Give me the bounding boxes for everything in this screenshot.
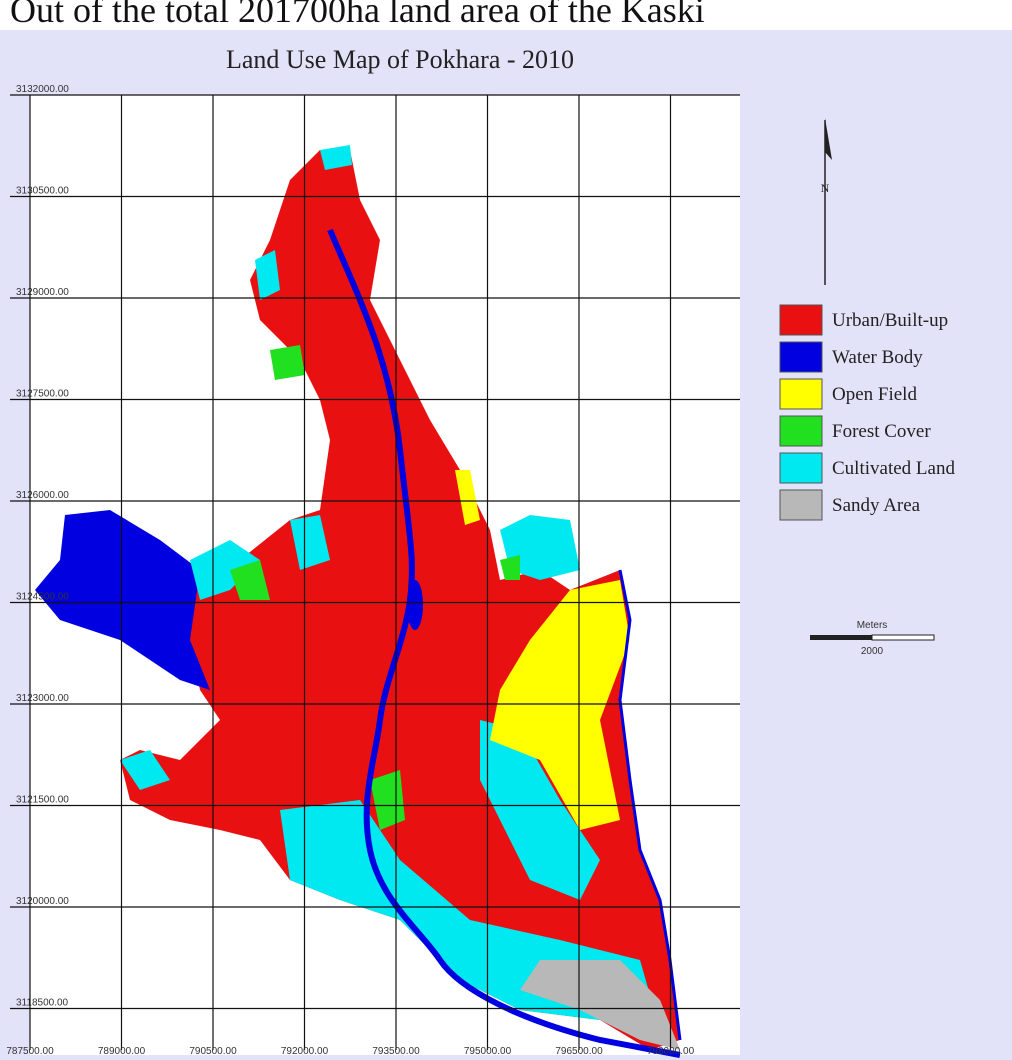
x-coordinate-label: 798000.00 [647, 1046, 695, 1057]
legend-swatch [779, 415, 823, 447]
legend-label: Water Body [832, 347, 923, 368]
legend-swatch [779, 304, 823, 336]
graticule: 3132000.00 3130500.00 3129000.00 3127500.00… [6, 84, 740, 1057]
legend-swatch [779, 489, 823, 521]
legend-label: Urban/Built-up [832, 310, 948, 331]
scale-bar [871, 634, 935, 641]
scale-length: 2000 [861, 646, 884, 657]
y-coordinate-label: 3118500.00 [16, 998, 69, 1009]
x-coordinate-label: 792000.00 [281, 1046, 329, 1057]
legend-swatch [779, 452, 823, 484]
y-coordinate-label: 3129000.00 [16, 287, 69, 298]
forest-area [230, 560, 270, 600]
cultivated-area [320, 145, 352, 170]
legend-label: Cultivated Land [832, 458, 955, 479]
cultivated-area [480, 720, 600, 900]
forest-area [500, 555, 520, 580]
open-field [455, 470, 480, 525]
y-coordinate-label: 3130500.00 [16, 186, 69, 197]
scale-unit: Meters [857, 620, 888, 631]
sandy-area [520, 960, 680, 1050]
legend-swatch [779, 341, 823, 373]
north-label: N [821, 181, 830, 195]
y-coordinate-label: 3124500.00 [16, 592, 69, 603]
legend: Urban/Built-up Water Body Open Field Forest… [779, 304, 955, 521]
scale-bar [810, 635, 872, 640]
caption: Out of the total 201700ha land area of t… [10, 0, 705, 30]
legend-label: Forest Cover [832, 421, 931, 442]
x-coordinate-label: 793500.00 [372, 1046, 420, 1057]
open-field [490, 580, 630, 830]
y-coordinate-label: 3126000.00 [16, 490, 69, 501]
lake [407, 580, 423, 630]
cultivated-area [255, 250, 280, 300]
water-area [35, 510, 210, 690]
x-coordinate-label: 795000.00 [464, 1046, 512, 1057]
legend-swatch [779, 378, 823, 410]
x-coordinate-label: 796500.00 [555, 1046, 603, 1057]
y-coordinate-label: 3127500.00 [16, 389, 69, 400]
boundary-river [618, 569, 682, 1041]
cultivated-area [190, 540, 260, 600]
y-coordinate-label: 3123000.00 [16, 693, 69, 704]
forest-area [270, 345, 305, 380]
x-coordinate-label: 789000.00 [98, 1046, 146, 1057]
cultivated-area [290, 515, 330, 570]
north-arrowhead [825, 118, 832, 160]
x-coordinate-label: 787500.00 [6, 1046, 54, 1057]
legend-label: Sandy Area [832, 495, 921, 516]
x-coordinate-label: 790500.00 [189, 1046, 237, 1057]
map-title: Land Use Map of Pokhara - 2010 [226, 45, 574, 74]
y-coordinate-label: 3121500.00 [16, 795, 69, 806]
y-coordinate-label: 3120000.00 [16, 896, 69, 907]
legend-label: Open Field [832, 384, 917, 405]
cultivated-area [120, 750, 170, 790]
land-use [35, 145, 682, 1058]
y-coordinate-label: 3132000.00 [16, 84, 69, 95]
